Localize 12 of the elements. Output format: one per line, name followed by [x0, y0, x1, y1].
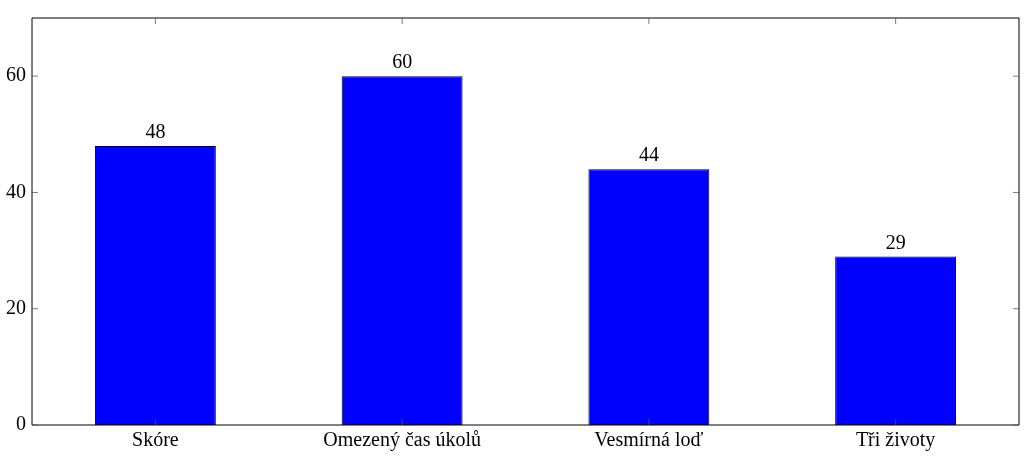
data-label: 48	[145, 120, 166, 143]
x-tick-label: Omezený čas úkolů	[323, 428, 481, 452]
data-label: 29	[885, 230, 906, 253]
y-tick-label: 40	[6, 179, 26, 202]
data-label: 60	[392, 50, 413, 73]
y-tick-label: 20	[6, 295, 26, 318]
x-tick-label: Vesmírná loď	[594, 428, 704, 451]
x-tick-label: Skóre	[132, 428, 179, 451]
y-tick-label: 0	[16, 412, 26, 435]
data-label: 44	[638, 143, 659, 166]
y-tick-label: 60	[6, 63, 26, 86]
x-tick-label: Tři životy	[855, 428, 936, 452]
